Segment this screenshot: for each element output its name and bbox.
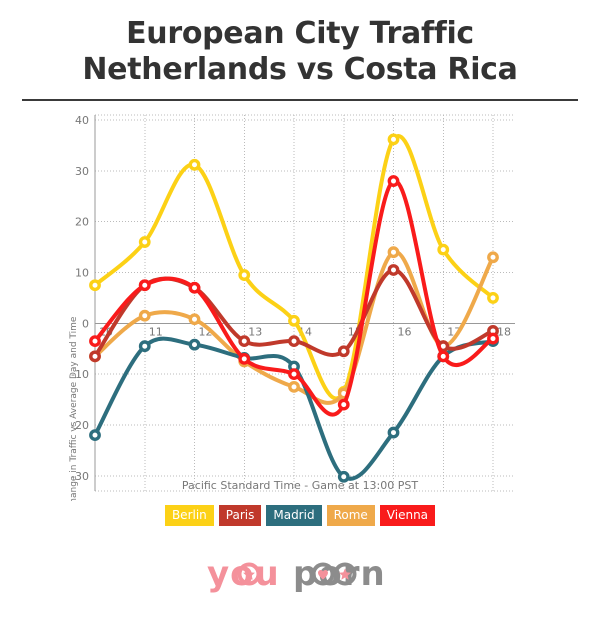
- data-point-marker: [238, 335, 251, 348]
- data-point-marker: [288, 368, 300, 381]
- data-point-marker: [138, 279, 151, 292]
- data-point-marker: [437, 243, 450, 256]
- x-tick-label: 11: [149, 325, 163, 338]
- data-point-marker: [138, 340, 151, 353]
- legend-item-rome[interactable]: Rome: [326, 505, 375, 526]
- data-point-marker: [188, 313, 201, 326]
- data-point-marker: [337, 398, 350, 411]
- legend-item-madrid[interactable]: Madrid: [266, 505, 322, 526]
- x-tick-label: 13: [248, 325, 262, 338]
- y-tick-label: 20: [75, 216, 89, 229]
- page-title-line-1: European City Traffic: [126, 16, 474, 51]
- youporn-logo-icon: you porn: [207, 554, 386, 594]
- data-point-marker: [437, 350, 450, 363]
- series-vienna: [89, 175, 499, 417]
- data-point-marker: [89, 429, 101, 442]
- data-point-marker: [387, 175, 400, 187]
- data-point-marker: [487, 251, 499, 264]
- x-axis-tick-labels: 10 11 12 13 14 15 16 17 18: [99, 325, 511, 338]
- data-point-marker: [188, 338, 201, 351]
- star-icon-secondary: [333, 562, 357, 586]
- data-point-marker: [188, 281, 201, 294]
- page-title-line-2: Netherlands vs Costa Rica: [82, 52, 518, 87]
- data-point-marker: [387, 426, 400, 439]
- data-point-marker: [337, 345, 350, 358]
- y-tick-label: -10: [71, 368, 89, 381]
- star-icon: [237, 562, 261, 586]
- data-point-marker: [387, 133, 400, 146]
- chart-legend: Berlin Paris Madrid Rome Vienna: [0, 505, 600, 526]
- data-point-marker: [89, 335, 101, 348]
- chart-gridlines: [94, 114, 515, 492]
- y-tick-label: 0: [82, 317, 89, 330]
- data-point-marker: [387, 246, 400, 259]
- data-point-marker: [238, 352, 251, 365]
- x-axis-title: Pacific Standard Time - Game at 13:00 PS…: [182, 479, 418, 492]
- title-divider: [22, 99, 578, 101]
- legend-item-vienna[interactable]: Vienna: [379, 505, 436, 526]
- x-tick-label: 16: [398, 325, 412, 338]
- y-tick-label: 30: [75, 165, 89, 178]
- y-tick-label: -20: [71, 419, 89, 432]
- site-logo[interactable]: you porn: [0, 552, 600, 596]
- data-point-marker: [288, 314, 300, 327]
- data-point-marker: [238, 269, 251, 281]
- data-point-marker: [138, 309, 151, 322]
- chart-container: 40 30 20 10 0 -10 -20 -30 10 11 12 13 14 15 16 17 18 % …: [0, 101, 600, 501]
- data-point-marker: [89, 279, 101, 292]
- heart-icon: [311, 562, 335, 586]
- page-header: European City Traffic Netherlands vs Cos…: [0, 0, 600, 101]
- data-point-marker: [138, 236, 151, 248]
- data-point-marker: [288, 380, 300, 393]
- x-tick-label: 18: [497, 325, 511, 338]
- data-point-marker: [387, 264, 400, 276]
- y-tick-label: -30: [71, 470, 89, 483]
- y-tick-label: 10: [75, 267, 89, 280]
- logo-text-you: you: [207, 554, 280, 594]
- y-axis-title: % Change in Traffic vs Average Day and T…: [69, 316, 79, 501]
- data-point-marker: [188, 158, 201, 171]
- line-chart: 40 30 20 10 0 -10 -20 -30 10 11 12 13 14 15 16 17 18 % …: [69, 114, 515, 501]
- legend-item-paris[interactable]: Paris: [218, 505, 262, 526]
- data-point-marker: [89, 350, 101, 363]
- chart-series-layer: [89, 133, 499, 483]
- data-point-marker: [487, 332, 499, 345]
- series-berlin: [89, 133, 499, 401]
- data-point-marker: [288, 335, 300, 348]
- data-point-marker: [487, 292, 499, 304]
- y-axis-tick-labels: 40 30 20 10 0 -10 -20 -30: [71, 114, 89, 483]
- data-point-marker: [337, 470, 350, 483]
- y-tick-label: 40: [75, 114, 89, 127]
- logo-text-porn: porn: [293, 554, 386, 594]
- legend-item-berlin[interactable]: Berlin: [164, 505, 214, 526]
